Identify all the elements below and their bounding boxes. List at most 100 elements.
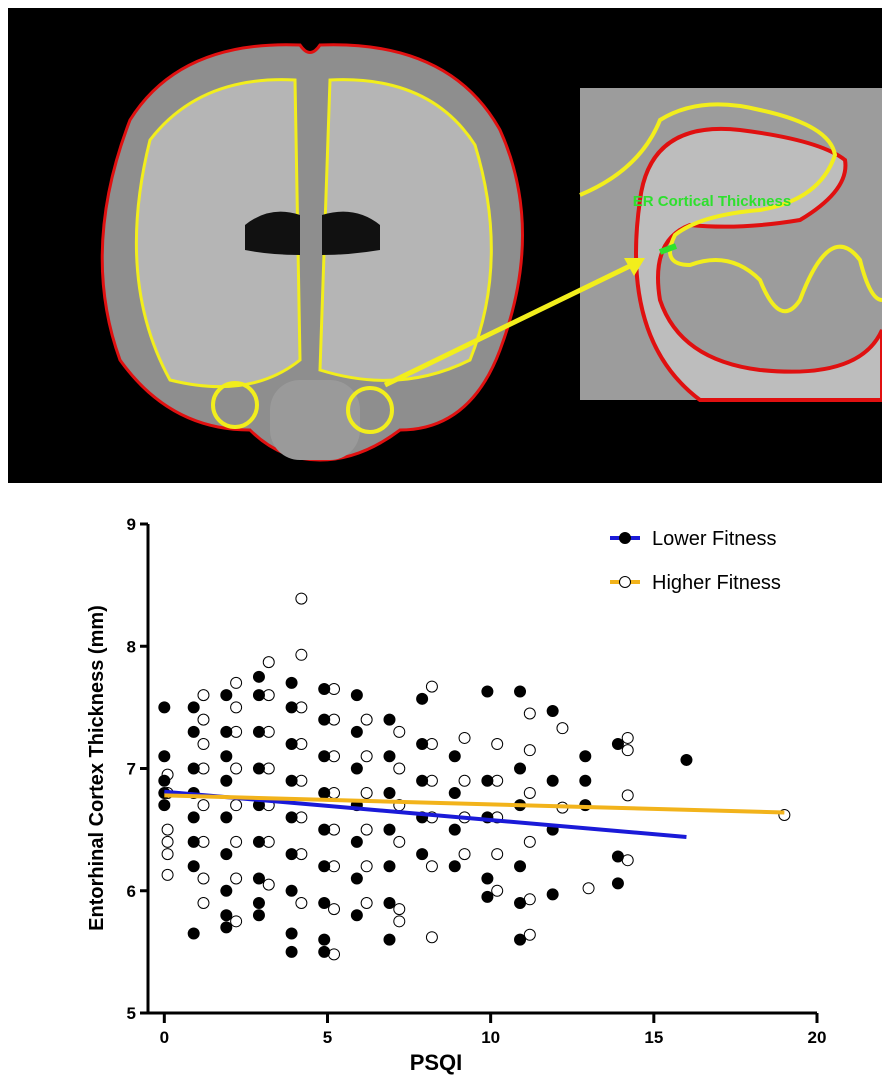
point — [384, 934, 395, 945]
point — [296, 649, 307, 660]
point — [296, 593, 307, 604]
point — [159, 775, 170, 786]
point — [492, 885, 503, 896]
point — [286, 928, 297, 939]
y-tick-label: 7 — [127, 760, 136, 779]
point — [482, 686, 493, 697]
point — [384, 714, 395, 725]
x-tick-label: 5 — [323, 1028, 332, 1047]
point — [426, 861, 437, 872]
point — [253, 671, 264, 682]
legend-marker — [620, 533, 631, 544]
point — [515, 763, 526, 774]
point — [231, 873, 242, 884]
point — [482, 873, 493, 884]
point — [188, 928, 199, 939]
point — [221, 910, 232, 921]
point — [524, 745, 535, 756]
point — [547, 706, 558, 717]
point — [319, 946, 330, 957]
point — [515, 861, 526, 872]
point — [162, 824, 173, 835]
point — [351, 690, 362, 701]
inset: ER Cortical Thickness — [580, 88, 882, 400]
point — [221, 690, 232, 701]
point — [296, 897, 307, 908]
point — [384, 824, 395, 835]
point — [492, 849, 503, 860]
point — [188, 726, 199, 737]
point — [198, 873, 209, 884]
legend-label: Lower Fitness — [652, 528, 777, 550]
point — [231, 800, 242, 811]
point — [426, 681, 437, 692]
y-tick-label: 5 — [127, 1004, 136, 1023]
x-tick-label: 15 — [644, 1028, 663, 1047]
y-tick-label: 8 — [127, 637, 136, 656]
point — [159, 751, 170, 762]
x-tick-label: 10 — [481, 1028, 500, 1047]
point — [286, 946, 297, 957]
point — [162, 869, 173, 880]
point — [263, 879, 274, 890]
point — [198, 800, 209, 811]
point — [231, 763, 242, 774]
legend-marker — [620, 577, 631, 588]
point — [459, 732, 470, 743]
point — [159, 702, 170, 713]
point — [524, 929, 535, 940]
point — [221, 775, 232, 786]
point — [482, 891, 493, 902]
point — [221, 812, 232, 823]
point — [351, 726, 362, 737]
point — [515, 686, 526, 697]
y-tick-label: 6 — [127, 882, 136, 901]
point — [524, 708, 535, 719]
point — [231, 677, 242, 688]
point — [580, 775, 591, 786]
point — [221, 751, 232, 762]
point — [417, 849, 428, 860]
point — [361, 787, 372, 798]
point — [449, 751, 460, 762]
y-tick-label: 9 — [127, 515, 136, 534]
point — [253, 873, 264, 884]
point — [681, 754, 692, 765]
point — [384, 787, 395, 798]
point — [188, 812, 199, 823]
point — [221, 849, 232, 860]
point — [361, 861, 372, 872]
point — [319, 897, 330, 908]
point — [231, 916, 242, 927]
point — [580, 751, 591, 762]
point — [622, 745, 633, 756]
point — [394, 726, 405, 737]
point — [361, 751, 372, 762]
point — [547, 889, 558, 900]
point — [417, 693, 428, 704]
point — [351, 836, 362, 847]
point — [159, 800, 170, 811]
point — [612, 878, 623, 889]
x-tick-label: 20 — [808, 1028, 827, 1047]
point — [524, 894, 535, 905]
point — [524, 787, 535, 798]
point — [188, 861, 199, 872]
x-axis-title: PSQI — [410, 1050, 463, 1075]
point — [351, 763, 362, 774]
point — [492, 739, 503, 750]
point — [449, 787, 460, 798]
inset-label: ER Cortical Thickness — [633, 193, 791, 210]
point — [286, 677, 297, 688]
point — [622, 790, 633, 801]
point — [253, 910, 264, 921]
point — [253, 897, 264, 908]
point — [188, 702, 199, 713]
point — [263, 657, 274, 668]
point — [198, 897, 209, 908]
point — [361, 824, 372, 835]
point — [612, 739, 623, 750]
point — [515, 934, 526, 945]
point — [198, 714, 209, 725]
brain-slice — [102, 45, 522, 460]
